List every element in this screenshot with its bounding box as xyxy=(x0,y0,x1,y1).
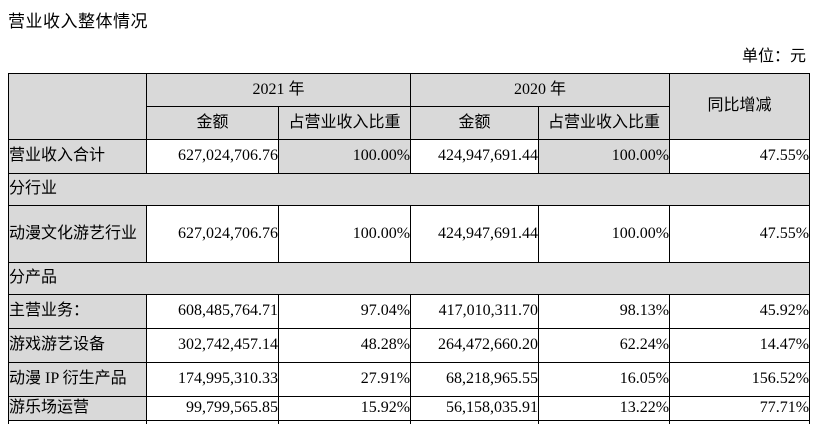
row-label: 主营业务： xyxy=(8,294,147,329)
yoy-change: 45.92% xyxy=(669,294,811,329)
amount-2021: 302,742,457.14 xyxy=(146,328,279,363)
ratio-2021: 100.00% xyxy=(277,205,412,263)
row-label: 动漫 IP 衍生产品 xyxy=(8,362,147,397)
ratio-2021: 27.91% xyxy=(277,362,412,397)
row-label: 游戏游艺设备 xyxy=(8,328,147,363)
ratio-2021: 48.28% xyxy=(277,328,412,363)
ratio-2021: 97.04% xyxy=(277,294,412,329)
header-year-2021: 2021 年 xyxy=(145,73,412,107)
row-game-equipment: 游戏游艺设备 302,742,457.14 48.28% 264,472,660… xyxy=(8,328,811,363)
row-label: 动漫文化游艺行业 xyxy=(8,205,147,263)
clipped-row xyxy=(8,420,811,424)
amount-2020: 424,947,691.44 xyxy=(410,139,540,174)
unit-label: 单位：元 xyxy=(741,48,806,65)
header-row-measures: 金额 占营业收入比重 金额 占营业收入比重 xyxy=(9,106,810,140)
yoy-change: 47.55% xyxy=(669,139,811,174)
row-anime-culture-industry: 动漫文化游艺行业 627,024,706.76 100.00% 424,947,… xyxy=(8,205,811,263)
amount-2021: 608,485,764.71 xyxy=(146,294,279,329)
ratio-2020: 16.05% xyxy=(538,362,671,397)
corner-cell xyxy=(8,73,147,140)
ratio-2020: 100.00% xyxy=(538,205,671,263)
yoy-change: 47.55% xyxy=(669,205,811,263)
amount-2021: 627,024,706.76 xyxy=(146,139,279,174)
section-row-industry: 分行业 xyxy=(7,173,811,206)
ratio-2020: 100.00% xyxy=(538,139,671,174)
ratio-2021: 15.92% xyxy=(277,396,412,421)
ratio-2020: 98.13% xyxy=(538,294,671,329)
header-amount-2020: 金额 xyxy=(410,106,540,140)
row-main-business: 主营业务： 608,485,764.71 97.04% 417,010,311.… xyxy=(8,294,811,329)
revenue-table: 2021 年 2020 年 同比增减 金额 占营业收入比重 金额 占营业收入比重… xyxy=(7,73,811,424)
amount-2020: 424,947,691.44 xyxy=(410,205,540,263)
header-year-2020: 2020 年 xyxy=(410,73,671,107)
row-park-operation: 游乐场运营 99,799,565.85 15.92% 56,158,035.91… xyxy=(8,396,811,421)
header-amount-2021: 金额 xyxy=(146,106,279,140)
amount-2020: 56,158,035.91 xyxy=(410,396,540,421)
header-row-years: 2021 年 2020 年 同比增减 xyxy=(8,73,811,140)
row-anime-ip-products: 动漫 IP 衍生产品 174,995,310.33 27.91% 68,218,… xyxy=(8,362,811,397)
ratio-2020: 13.22% xyxy=(538,396,671,421)
amount-2020: 264,472,660.20 xyxy=(410,328,540,363)
header-ratio-2021: 占营业收入比重 xyxy=(277,106,412,140)
amount-2021: 174,995,310.33 xyxy=(146,362,279,397)
yoy-change: 14.47% xyxy=(669,328,811,363)
ratio-2021: 100.00% xyxy=(277,139,412,174)
header-yoy: 同比增减 xyxy=(669,73,811,140)
ratio-2020: 62.24% xyxy=(538,328,671,363)
section-label: 分行业 xyxy=(7,173,811,206)
amount-2020: 68,218,965.55 xyxy=(410,362,540,397)
page-title: 营业收入整体情况 xyxy=(8,12,148,31)
yoy-change: 156.52% xyxy=(669,362,811,397)
row-revenue-total: 营业收入合计 627,024,706.76 100.00% 424,947,69… xyxy=(8,139,811,174)
amount-2020: 417,010,311.70 xyxy=(410,294,540,329)
section-label: 分产品 xyxy=(7,262,811,295)
yoy-change: 77.71% xyxy=(669,396,811,421)
header-ratio-2020: 占营业收入比重 xyxy=(538,106,671,140)
row-label: 游乐场运营 xyxy=(8,396,147,421)
row-label: 营业收入合计 xyxy=(8,139,147,174)
amount-2021: 99,799,565.85 xyxy=(146,396,279,421)
amount-2021: 627,024,706.76 xyxy=(146,205,279,263)
section-row-product: 分产品 xyxy=(7,262,811,295)
